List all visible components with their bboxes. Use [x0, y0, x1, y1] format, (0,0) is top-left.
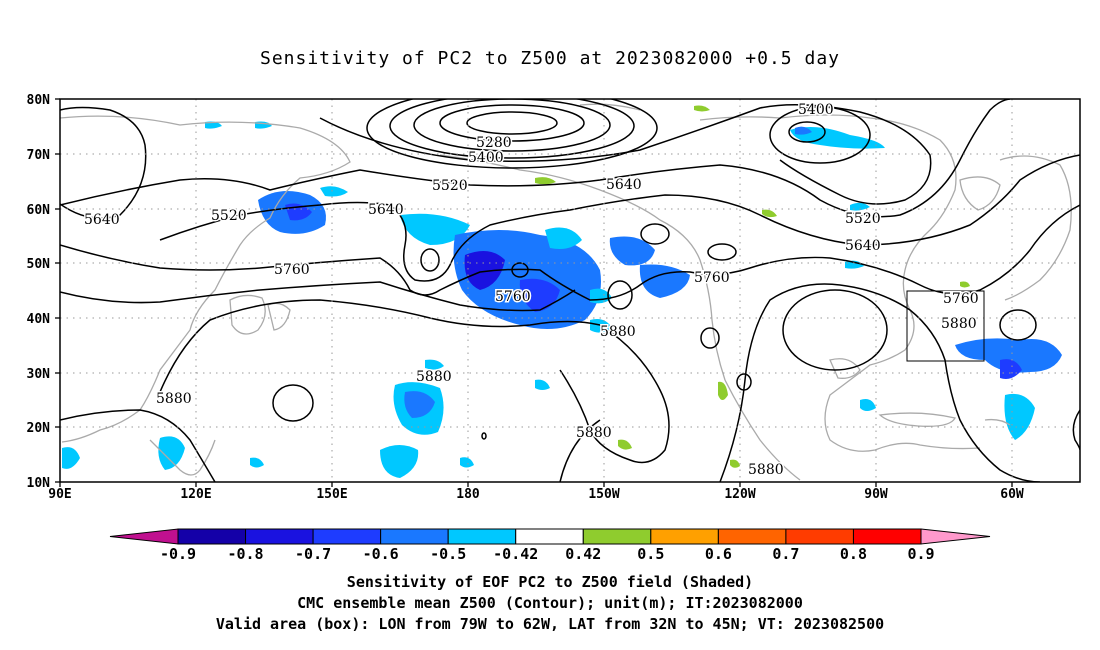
- colorbar-bin: [312, 528, 382, 545]
- contour-label: 5760: [274, 262, 310, 278]
- lon-tick-label: 90W: [864, 487, 888, 502]
- captions: Sensitivity of EOF PC2 to Z500 field (Sh…: [0, 572, 1100, 635]
- lon-tick-label: 120E: [180, 487, 211, 502]
- colorbar-underflow: [109, 528, 179, 545]
- contour-labels: 5280 5400 5400 5520 5520 5520 5640 5640 …: [83, 101, 981, 480]
- lat-tick-label: 70N: [27, 148, 51, 163]
- colorbar-bin: [177, 528, 247, 545]
- lon-tick-label: 150E: [316, 487, 347, 502]
- colorbar-bin: [785, 528, 854, 545]
- colorbar-tick-label: -0.7: [295, 545, 331, 563]
- contour-label: 5640: [84, 212, 120, 228]
- colorbar-bin: [717, 528, 787, 545]
- lat-tick-label: 50N: [27, 257, 51, 272]
- colorbar-bin: [852, 528, 922, 545]
- lon-tick-label: 60W: [1000, 487, 1024, 502]
- graticule: [60, 99, 1080, 482]
- contour-label: 5280: [476, 135, 512, 151]
- colorbar-bin: [582, 528, 652, 545]
- contour-label: 5880: [416, 369, 452, 385]
- contour-label: 5880: [600, 324, 636, 340]
- contour-label: 5640: [368, 202, 404, 218]
- caption-line-2: CMC ensemble mean Z500 (Contour); unit(m…: [297, 594, 803, 612]
- lat-tick-label: 80N: [27, 93, 51, 108]
- colorbar-bin: [447, 528, 517, 545]
- lat-tick-label: 40N: [27, 312, 51, 327]
- plot-title: Sensitivity of PC2 to Z500 at 2023082000…: [259, 48, 840, 69]
- caption-line-3: Valid area (box): LON from 79W to 62W, L…: [215, 615, 885, 633]
- colorbar-bin: [515, 528, 584, 545]
- contour-label: 5520: [432, 178, 468, 194]
- lat-tick-label: 60N: [27, 203, 51, 218]
- colorbar-tick-label: -0.6: [363, 545, 399, 563]
- caption-line-1: Sensitivity of EOF PC2 to Z500 field (Sh…: [346, 573, 754, 591]
- lon-tick-label: 90E: [48, 487, 71, 502]
- colorbar-tick-label: 0.6: [705, 545, 732, 563]
- contour-label: 5880: [576, 425, 612, 441]
- contour-label: 5400: [468, 150, 504, 166]
- contour-label: 5760: [694, 270, 730, 286]
- colorbar-overflow: [920, 528, 991, 545]
- colorbar-bin: [245, 528, 314, 545]
- colorbar-tick-label: -0.5: [430, 545, 466, 563]
- colorbar-tick-label: -0.42: [493, 545, 538, 563]
- colorbar-tick-label: 0.7: [772, 545, 799, 563]
- lat-tick-label: 10N: [27, 476, 51, 491]
- colorbar-tick-label: -0.9: [160, 545, 196, 563]
- colorbar-tick-label: 0.8: [840, 545, 867, 563]
- contour-label: 5880: [156, 391, 192, 407]
- lon-tick-label: 120W: [724, 487, 755, 502]
- lon-tick-label: 180: [456, 487, 480, 502]
- contour-label: 5760: [943, 291, 979, 307]
- lat-tick-label: 20N: [27, 421, 51, 436]
- colorbar: -0.9 -0.8 -0.7 -0.6 -0.5 -0.42 0.42 0.5 0.6 0.7 0.…: [109, 528, 991, 563]
- valid-area-box: [906, 290, 985, 362]
- colorbar-tick-label: -0.8: [227, 545, 263, 563]
- contour-label: 5520: [845, 211, 881, 227]
- lat-tick-label: 30N: [27, 367, 51, 382]
- contour-label: 5640: [845, 238, 881, 254]
- contour-label: 5400: [798, 102, 834, 118]
- contour-label: 5880: [748, 462, 784, 478]
- sensitivity-shading: [62, 105, 1062, 478]
- colorbar-tick-label: 0.9: [907, 545, 934, 563]
- colorbar-tick-label: 0.5: [637, 545, 664, 563]
- contour-label: 5640: [606, 177, 642, 193]
- lon-tick-label: 150W: [588, 487, 619, 502]
- contour-label: 5880: [941, 316, 977, 332]
- colorbar-bin: [650, 528, 719, 545]
- contour-label: 5520: [211, 208, 247, 224]
- colorbar-bin: [380, 528, 449, 545]
- coastlines: [60, 103, 1072, 481]
- colorbar-tick-label: 0.42: [565, 545, 601, 563]
- contour-label: 5760: [495, 289, 531, 305]
